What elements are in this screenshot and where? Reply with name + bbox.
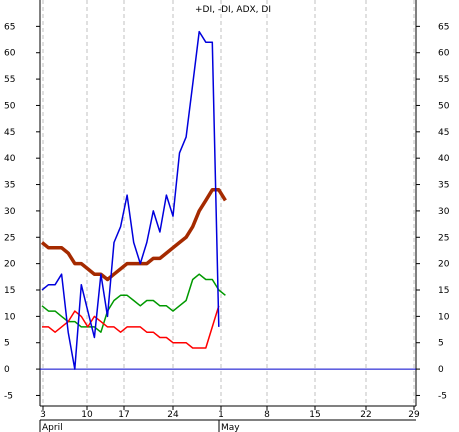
y-tick-label-right: 5	[438, 339, 444, 349]
x-tick-label: 17	[118, 410, 129, 420]
series-line-plus-di	[42, 305, 220, 349]
y-tick-label-left: 50	[4, 101, 16, 111]
series-line-di	[41, 273, 226, 333]
series-line-minus-di	[41, 30, 220, 370]
y-tick-label-left: 0	[4, 365, 10, 375]
y-tick-label-right: 40	[438, 154, 450, 164]
y-tick-label-right: -5	[438, 391, 447, 401]
y-tick-label-left: 25	[4, 233, 15, 243]
y-tick-label-left: 10	[4, 312, 16, 322]
month-label: May	[221, 423, 240, 432]
x-tick-label: 8	[264, 410, 270, 420]
axes	[36, 0, 420, 432]
y-tick-label-right: 25	[438, 233, 449, 243]
y-tick-label-left: 30	[4, 207, 16, 217]
y-tick-label-right: 35	[438, 181, 449, 191]
x-tick-label: 10	[81, 410, 93, 420]
y-tick-label-right: 45	[438, 128, 449, 138]
y-tick-label-left: 60	[4, 49, 16, 59]
y-tick-label-left: 20	[4, 260, 16, 270]
y-tick-label-right: 60	[438, 49, 450, 59]
x-tick-label: 22	[360, 410, 371, 420]
chart-title: +DI, -DI, ADX, DI	[195, 5, 271, 15]
y-tick-label-left: 55	[4, 75, 15, 85]
series-line-adx	[40, 188, 227, 282]
month-label: April	[42, 423, 63, 432]
x-tick-label: 24	[167, 410, 179, 420]
y-tick-label-left: 45	[4, 128, 15, 138]
gridlines	[42, 0, 415, 406]
y-tick-label-left: 35	[4, 181, 15, 191]
y-tick-label-right: 50	[438, 101, 450, 111]
series	[40, 30, 227, 370]
y-tick-label-right: 65	[438, 22, 449, 32]
y-tick-label-left: 40	[4, 154, 16, 164]
x-tick-label: 29	[408, 410, 420, 420]
y-tick-label-right: 30	[438, 207, 450, 217]
y-tick-label-right: 10	[438, 312, 450, 322]
y-tick-label-right: 0	[438, 365, 444, 375]
y-tick-label-left: 5	[4, 339, 10, 349]
y-tick-label-left: 15	[4, 286, 15, 296]
y-tick-label-left: -5	[4, 391, 13, 401]
y-tick-label-right: 55	[438, 75, 449, 85]
y-tick-label-right: 20	[438, 260, 450, 270]
y-tick-label-right: 15	[438, 286, 449, 296]
x-tick-label: 3	[40, 410, 46, 420]
x-tick-label: 15	[309, 410, 320, 420]
x-tick-label: 1	[218, 410, 224, 420]
y-tick-label-left: 65	[4, 22, 15, 32]
